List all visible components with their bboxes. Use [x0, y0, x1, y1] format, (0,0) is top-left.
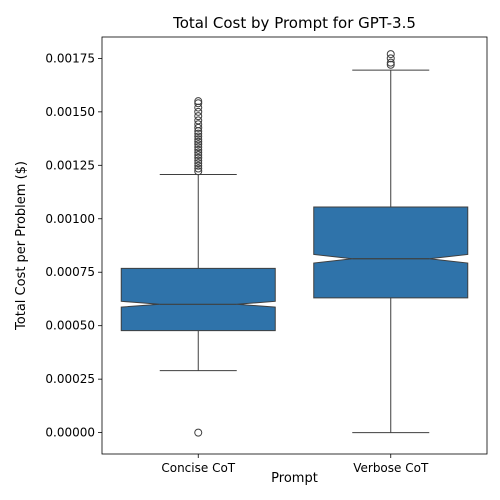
outlier-point — [194, 120, 203, 129]
outlier-point — [194, 99, 203, 108]
x-axis-label: Prompt — [271, 471, 318, 486]
outlier-point — [194, 153, 203, 162]
outlier-point — [194, 156, 203, 165]
plot-frame — [101, 36, 488, 455]
y-axis-label: Total Cost per Problem ($) — [14, 161, 29, 331]
boxes — [120, 50, 469, 437]
outlier-point — [194, 97, 203, 106]
outlier-point — [194, 129, 203, 138]
box-concise-cot — [120, 97, 276, 437]
x-tick-label: Verbose CoT — [353, 461, 429, 475]
outlier-point — [194, 116, 203, 125]
outlier-point — [386, 54, 395, 63]
outlier-point — [194, 148, 203, 157]
outlier-point — [194, 135, 203, 144]
outlier-point — [194, 161, 203, 170]
outlier-point — [386, 58, 395, 67]
x-axis: Concise CoT Verbose CoT — [161, 454, 429, 475]
y-tick-label: 0.00125 — [45, 158, 95, 172]
outlier-point — [194, 132, 203, 141]
outlier-point — [194, 164, 203, 173]
notched-box — [313, 206, 469, 299]
y-tick-label: 0.00075 — [45, 265, 95, 279]
outlier-point — [194, 103, 203, 112]
y-tick-label: 0.00100 — [45, 212, 95, 226]
outlier-point — [194, 137, 203, 146]
outlier-point — [194, 167, 203, 176]
outlier-point — [194, 112, 203, 121]
outlier-point — [386, 60, 395, 69]
y-axis: 0.00000 0.00025 0.00050 0.00075 0.00100 0.001… — [45, 51, 102, 440]
outlier-point — [194, 107, 203, 116]
notched-box — [120, 267, 276, 332]
outlier-point — [194, 159, 203, 168]
y-tick-label: 0.00000 — [45, 426, 95, 440]
y-tick-label: 0.00025 — [45, 372, 95, 386]
outlier-point — [194, 140, 203, 149]
y-tick-label: 0.00050 — [45, 319, 95, 333]
outlier-point — [386, 50, 395, 59]
chart-title: Total Cost by Prompt for GPT-3.5 — [172, 14, 416, 32]
y-tick-label: 0.00150 — [45, 105, 95, 119]
outlier-point — [194, 151, 203, 160]
box-verbose-cot — [313, 50, 469, 434]
outlier-point — [194, 145, 203, 154]
x-tick-label: Concise CoT — [161, 461, 235, 475]
outlier-point — [194, 143, 203, 152]
y-tick-label: 0.00175 — [45, 51, 95, 65]
outlier-point — [194, 428, 203, 437]
